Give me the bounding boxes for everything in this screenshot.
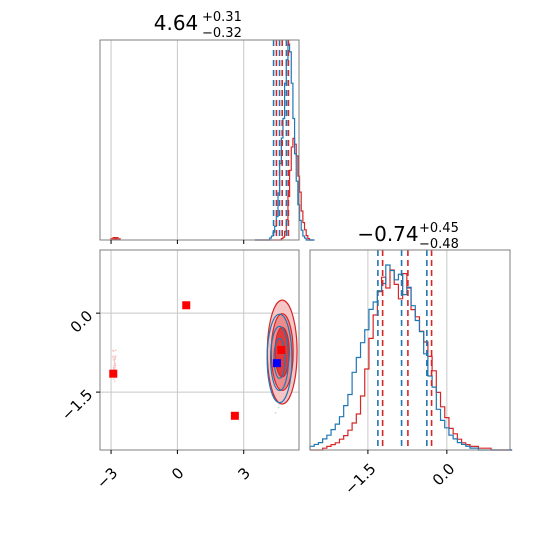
- marker-blue: [272, 359, 281, 368]
- hist-param1-panel: [99, 39, 315, 244]
- param1-title: 4.64: [154, 11, 199, 35]
- marker-red: [182, 301, 191, 310]
- sample-point-red: [114, 358, 116, 361]
- sample-point-red: [114, 349, 117, 352]
- sample-point-red: [112, 366, 115, 369]
- hist-red-series: [254, 137, 315, 241]
- sample-point-red: [112, 350, 115, 353]
- sample-point-red: [113, 360, 116, 363]
- y-tick-label-param2: −1.5: [58, 386, 96, 424]
- param2-title-plus: +0.45: [419, 221, 459, 236]
- x-tick-label-param1: −3: [93, 464, 121, 492]
- sample-point-red: [114, 364, 117, 367]
- param2-title-value: −0.74: [357, 222, 418, 246]
- hist-blue-series: [309, 264, 513, 451]
- marker-red: [277, 346, 286, 354]
- x-tick-label-param2: −1.5: [341, 460, 379, 498]
- x-tick-label-param2: 0.0: [429, 460, 459, 490]
- sample-point-red: [114, 366, 117, 369]
- x-tick-label-param1: 0: [168, 464, 187, 483]
- sample-point-red: [111, 356, 114, 359]
- axis-tick-labels: −3 0 3 0.0 −1.5 −1.5 0.0: [58, 307, 459, 498]
- sample-point-red: [114, 362, 116, 365]
- contour-blue-level-2: [269, 325, 290, 392]
- sample-point-red: [114, 355, 117, 357]
- marker-red: [109, 369, 118, 378]
- axes-frame: [309, 249, 511, 451]
- x-tick-label-param1: 3: [234, 464, 253, 483]
- param1-title-minus: −0.32: [202, 26, 242, 41]
- param2-title-minus: −0.48: [419, 237, 459, 252]
- param1-title-plus: +0.31: [202, 10, 242, 25]
- sample-point-red: [112, 378, 115, 380]
- contour-blue-level-1: [266, 313, 293, 404]
- scatter-panel: [96, 249, 300, 454]
- hist-blue-series: [254, 43, 315, 241]
- param1-title-value: 4.64: [154, 11, 199, 35]
- axes-frame: [99, 249, 300, 451]
- marker-red: [230, 411, 239, 420]
- sample-point-red: [114, 380, 116, 383]
- contour-blue-level-3: [273, 337, 286, 379]
- sample-point-blue: [274, 411, 277, 414]
- axes-frame: [99, 39, 300, 241]
- y-tick-label-param2: 0.0: [67, 307, 97, 337]
- sample-point-blue: [277, 406, 280, 409]
- hist-param2-panel: [309, 249, 513, 454]
